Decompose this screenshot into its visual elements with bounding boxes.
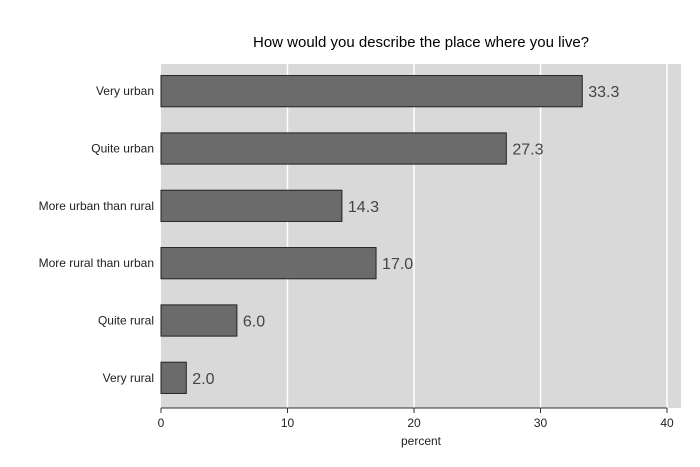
x-axis-label: percent <box>401 434 442 448</box>
data-label: 6.0 <box>243 314 265 331</box>
bar <box>160 132 507 165</box>
x-tick-label: 30 <box>534 416 548 430</box>
category-label: Quite urban <box>91 142 154 156</box>
category-label: Quite rural <box>98 314 154 328</box>
plot-area <box>161 64 681 408</box>
chart-title: How would you describe the place where y… <box>253 34 589 51</box>
data-label: 17.0 <box>382 256 413 273</box>
x-tick-label: 10 <box>281 416 295 430</box>
bar <box>160 304 238 337</box>
bar <box>160 247 377 280</box>
category-label: Very urban <box>96 84 154 98</box>
data-label: 2.0 <box>192 371 214 388</box>
x-tick-label: 20 <box>407 416 421 430</box>
x-tick-label: 40 <box>660 416 674 430</box>
category-label: Very rural <box>103 371 154 385</box>
category-label: More rural than urban <box>39 256 154 270</box>
category-label: More urban than rural <box>39 199 154 213</box>
data-label: 14.3 <box>348 199 379 216</box>
bar <box>160 75 583 108</box>
bar <box>160 361 187 394</box>
data-label: 27.3 <box>512 142 543 159</box>
x-tick-label: 0 <box>158 416 165 430</box>
data-label: 33.3 <box>588 84 619 101</box>
bar <box>160 189 343 222</box>
